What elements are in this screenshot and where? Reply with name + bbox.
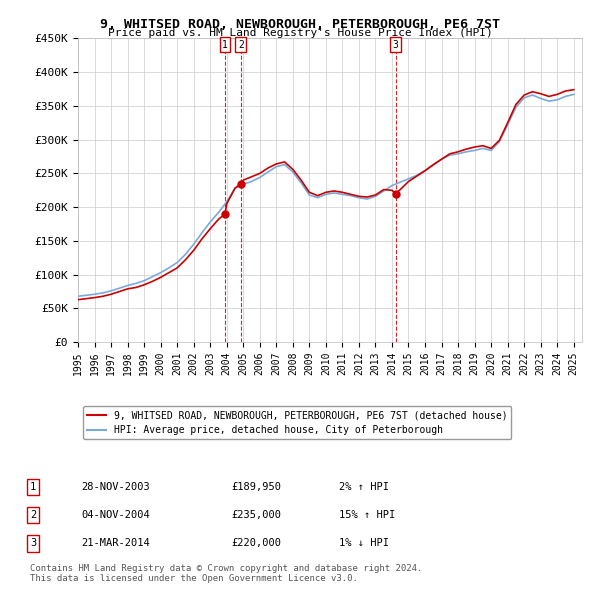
Text: 28-NOV-2003: 28-NOV-2003: [81, 482, 150, 491]
Text: 1% ↓ HPI: 1% ↓ HPI: [339, 539, 389, 548]
Text: 2: 2: [238, 40, 244, 50]
Legend: 9, WHITSED ROAD, NEWBOROUGH, PETERBOROUGH, PE6 7ST (detached house), HPI: Averag: 9, WHITSED ROAD, NEWBOROUGH, PETERBOROUG…: [83, 407, 511, 439]
Text: 1: 1: [222, 40, 228, 50]
Text: £220,000: £220,000: [231, 539, 281, 548]
Text: 3: 3: [392, 40, 398, 50]
Text: 1: 1: [30, 482, 36, 491]
Text: 3: 3: [30, 539, 36, 548]
Text: Price paid vs. HM Land Registry's House Price Index (HPI): Price paid vs. HM Land Registry's House …: [107, 28, 493, 38]
Text: 21-MAR-2014: 21-MAR-2014: [81, 539, 150, 548]
Text: 2% ↑ HPI: 2% ↑ HPI: [339, 482, 389, 491]
Text: 15% ↑ HPI: 15% ↑ HPI: [339, 510, 395, 520]
Text: 04-NOV-2004: 04-NOV-2004: [81, 510, 150, 520]
Text: Contains HM Land Registry data © Crown copyright and database right 2024.
This d: Contains HM Land Registry data © Crown c…: [30, 563, 422, 583]
Text: £189,950: £189,950: [231, 482, 281, 491]
Text: 2: 2: [30, 510, 36, 520]
Text: £235,000: £235,000: [231, 510, 281, 520]
Text: 9, WHITSED ROAD, NEWBOROUGH, PETERBOROUGH, PE6 7ST: 9, WHITSED ROAD, NEWBOROUGH, PETERBOROUG…: [100, 18, 500, 31]
